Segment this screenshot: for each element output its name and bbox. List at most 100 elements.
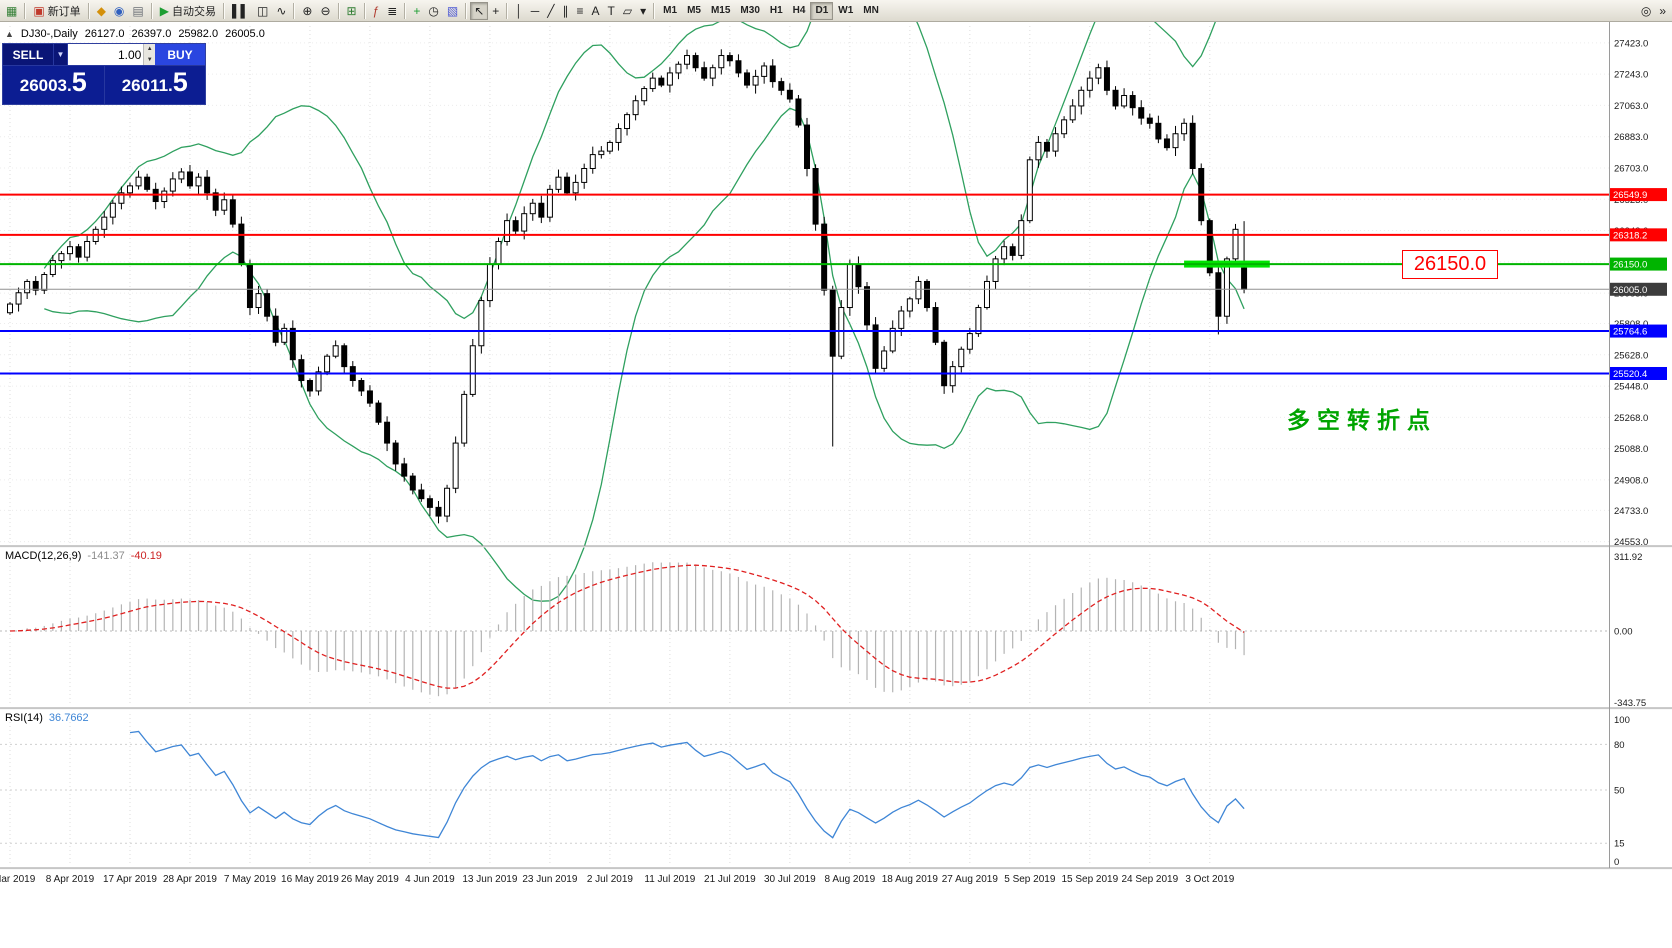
sell-price-main: 26003. bbox=[19, 76, 72, 95]
svg-text:80: 80 bbox=[1614, 740, 1625, 751]
search-button[interactable]: ◎ bbox=[1637, 2, 1655, 20]
horizontal-line-icon: ─ bbox=[530, 3, 540, 18]
price-callout-26150[interactable]: 26150.0 bbox=[1402, 250, 1498, 279]
timeframe-m1-button[interactable]: M1 bbox=[658, 2, 682, 20]
time-axis[interactable]: 9 Mar 2019 8 Apr 2019 17 Apr 2019 28 Apr 20… bbox=[0, 874, 1235, 885]
timeframe-mn-button[interactable]: MN bbox=[858, 2, 884, 20]
svg-text:26150.0: 26150.0 bbox=[1613, 260, 1647, 271]
svg-text:27423.0: 27423.0 bbox=[1614, 38, 1648, 49]
axis-badge-26318.2: 26318.2 bbox=[1610, 228, 1667, 242]
timeframe-d1-button[interactable]: D1 bbox=[810, 1, 834, 20]
high-value: 26397.0 bbox=[131, 28, 172, 40]
market-watch-button[interactable]: ◆ bbox=[93, 2, 110, 20]
candlestick-series bbox=[7, 49, 1248, 524]
sell-price[interactable]: 26003. 5 bbox=[3, 66, 104, 104]
bar-chart-button[interactable]: ▌▌ bbox=[228, 2, 253, 20]
svg-text:2 Jul 2019: 2 Jul 2019 bbox=[587, 874, 634, 885]
arrows-button[interactable]: ▱ bbox=[619, 2, 636, 20]
sell-button[interactable]: SELL bbox=[3, 44, 53, 65]
timeframe-m5-button[interactable]: M5 bbox=[682, 2, 706, 20]
new-chart-button[interactable]: ▦ bbox=[2, 2, 21, 20]
svg-text:18 Aug 2019: 18 Aug 2019 bbox=[882, 874, 939, 885]
trendline-icon: ╱ bbox=[547, 3, 555, 18]
rsi-title: RSI(14) bbox=[5, 712, 43, 724]
horizontal-line-button[interactable]: ─ bbox=[527, 2, 544, 20]
chart-canvas[interactable]: 27423.027243.027063.026883.026703.026523… bbox=[0, 22, 1672, 948]
order-type-dropdown[interactable]: ▼ bbox=[53, 44, 68, 65]
autotrading-button[interactable]: ▶ 自动交易 bbox=[156, 2, 220, 20]
toolbar-separator bbox=[337, 2, 340, 19]
candlestick-chart-button[interactable]: ◫ bbox=[253, 2, 272, 20]
volume-stepper: ▲ ▼ bbox=[143, 44, 155, 65]
timeframe-m15-button[interactable]: M15 bbox=[706, 2, 735, 20]
svg-text:25088.0: 25088.0 bbox=[1614, 444, 1648, 455]
indicators-icon: ƒ bbox=[372, 3, 380, 18]
zoom-out-button[interactable]: ⊖ bbox=[316, 2, 334, 20]
svg-text:3 Oct 2019: 3 Oct 2019 bbox=[1185, 874, 1234, 885]
search-icon: ◎ bbox=[1640, 3, 1652, 18]
period-clock-icon: ◷ bbox=[428, 3, 439, 18]
svg-text:25520.4: 25520.4 bbox=[1613, 369, 1647, 380]
svg-text:24908.0: 24908.0 bbox=[1614, 475, 1648, 486]
new-order-button[interactable]: ▣ 新订单 bbox=[29, 2, 84, 20]
autotrading-button-label: 自动交易 bbox=[171, 5, 216, 18]
trendline-button[interactable]: ╱ bbox=[543, 2, 558, 20]
chart-window[interactable]: 27423.027243.027063.026883.026703.026523… bbox=[0, 22, 1672, 948]
navigator-button[interactable]: ▤ bbox=[128, 2, 147, 20]
volume-down-button[interactable]: ▼ bbox=[144, 55, 155, 66]
indicator-window-button[interactable]: ≣ bbox=[383, 2, 401, 20]
timeframe-h4-button[interactable]: H4 bbox=[788, 2, 811, 20]
cursor-icon: ↖ bbox=[474, 3, 485, 18]
toolbar-separator bbox=[293, 2, 296, 19]
equidistant-channel-button[interactable]: ∥ bbox=[559, 2, 573, 20]
svg-text:25628.0: 25628.0 bbox=[1614, 350, 1648, 361]
turning-point-annotation[interactable]: 多空转折点 bbox=[1287, 407, 1437, 433]
fibonacci-button[interactable]: ≡ bbox=[573, 2, 588, 20]
objects-dropdown[interactable]: ▾ bbox=[636, 2, 650, 20]
svg-text:7 May 2019: 7 May 2019 bbox=[224, 874, 277, 885]
market-watch-icon: ◆ bbox=[96, 3, 106, 18]
line-chart-button[interactable]: ∿ bbox=[272, 2, 290, 20]
svg-text:15: 15 bbox=[1614, 839, 1625, 850]
svg-text:0.00: 0.00 bbox=[1614, 626, 1633, 637]
data-window-button[interactable]: ◉ bbox=[110, 2, 128, 20]
buy-button[interactable]: BUY bbox=[155, 44, 205, 65]
new-chart-icon: ▦ bbox=[6, 3, 18, 18]
svg-text:17 Apr 2019: 17 Apr 2019 bbox=[103, 874, 157, 885]
template-button[interactable]: ▧ bbox=[443, 2, 462, 20]
svg-text:27 Aug 2019: 27 Aug 2019 bbox=[942, 874, 999, 885]
crosshair-button[interactable]: + bbox=[488, 2, 503, 20]
add-indicator-button[interactable]: + bbox=[409, 2, 424, 20]
toolbar-separator bbox=[653, 2, 656, 19]
volume-up-button[interactable]: ▲ bbox=[144, 44, 155, 55]
cursor-button[interactable]: ↖ bbox=[470, 1, 489, 20]
indicators-button[interactable]: ƒ bbox=[369, 2, 384, 20]
vertical-line-button[interactable]: │ bbox=[511, 2, 527, 20]
toolbar-overflow-button[interactable]: » bbox=[1655, 2, 1670, 20]
svg-text:27063.0: 27063.0 bbox=[1614, 101, 1648, 112]
volume-input[interactable] bbox=[68, 44, 144, 65]
one-click-toggle[interactable]: ▲ bbox=[5, 29, 14, 39]
zoom-in-button[interactable]: ⊕ bbox=[298, 2, 316, 20]
timeframe-h1-button[interactable]: H1 bbox=[765, 2, 788, 20]
tile-windows-button[interactable]: ⊞ bbox=[343, 2, 361, 20]
new-order-button-label: 新订单 bbox=[47, 5, 81, 18]
svg-text:9 Mar 2019: 9 Mar 2019 bbox=[0, 874, 36, 885]
macd-value: -141.37 bbox=[87, 550, 125, 562]
toolbar-overflow-icon: » bbox=[1659, 3, 1666, 18]
timeframe-m30-button[interactable]: M30 bbox=[735, 2, 764, 20]
fibonacci-icon: ≡ bbox=[576, 3, 584, 18]
toolbar-right-group: ◎» bbox=[1637, 1, 1670, 21]
svg-text:24 Sep 2019: 24 Sep 2019 bbox=[1121, 874, 1178, 885]
rsi-line bbox=[129, 730, 1245, 839]
svg-text:311.92: 311.92 bbox=[1614, 552, 1642, 563]
crosshair-icon: + bbox=[492, 3, 500, 18]
axis-badge-26005.0: 26005.0 bbox=[1610, 282, 1667, 296]
text-button[interactable]: A bbox=[588, 2, 604, 20]
text-label-button[interactable]: T bbox=[604, 2, 619, 20]
svg-text:8 Aug 2019: 8 Aug 2019 bbox=[825, 874, 876, 885]
timeframe-w1-button[interactable]: W1 bbox=[833, 2, 858, 20]
low-value: 25982.0 bbox=[178, 28, 219, 40]
period-clock-button[interactable]: ◷ bbox=[424, 2, 442, 20]
buy-price[interactable]: 26011. 5 bbox=[103, 66, 206, 104]
